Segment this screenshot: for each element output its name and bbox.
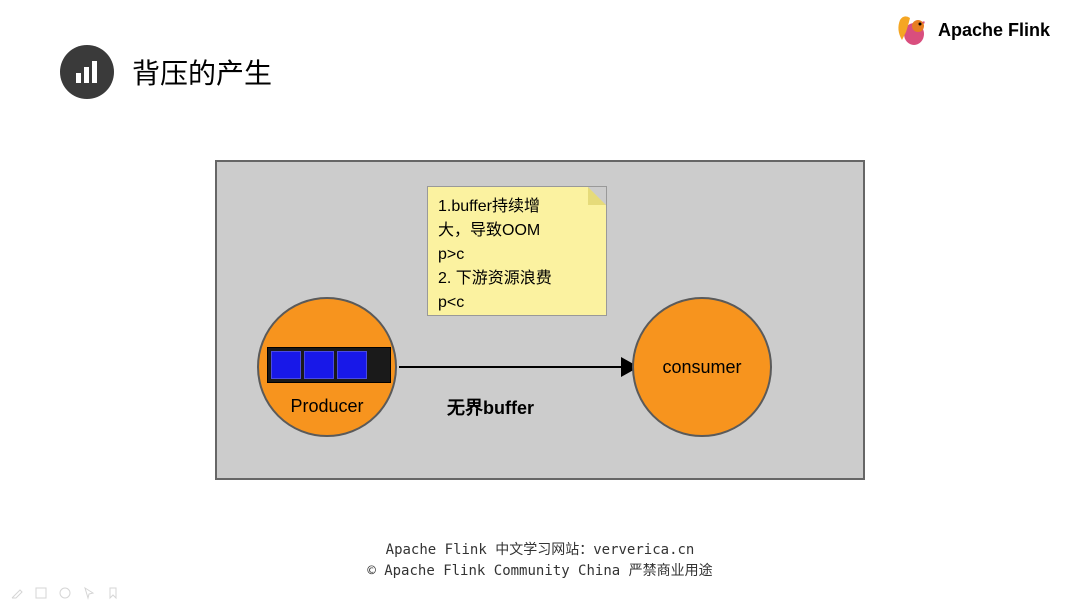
flink-squirrel-icon [894, 12, 930, 48]
note-line: 1.buffer持续增 [438, 195, 596, 219]
buffer-cell [304, 351, 334, 379]
note-sticky: 1.buffer持续增 大，导致OOM p>c 2. 下游资源浪费 p<c [427, 186, 607, 316]
note-fold-icon [588, 187, 606, 205]
footer: Apache Flink 中文学习网站：ververica.cn © Apach… [0, 540, 1080, 582]
bookmark-icon[interactable] [106, 586, 120, 600]
pen-icon[interactable] [10, 586, 24, 600]
note-line: 大，导致OOM [438, 219, 596, 243]
note-line: 2. 下游资源浪费 [438, 267, 596, 291]
square-icon[interactable] [34, 586, 48, 600]
page-title: 背压的产生 [132, 52, 272, 92]
pointer-icon[interactable] [82, 586, 96, 600]
consumer-label: consumer [662, 357, 741, 378]
producer-node: Producer [257, 297, 397, 437]
buffer-cell [271, 351, 301, 379]
buffer-queue [267, 347, 391, 383]
diagram-container: 1.buffer持续增 大，导致OOM p>c 2. 下游资源浪费 p<c Pr… [215, 160, 865, 480]
producer-label: Producer [290, 396, 363, 417]
consumer-node: consumer [632, 297, 772, 437]
note-line: p>c [438, 243, 596, 267]
flow-arrow-line [399, 366, 629, 368]
buffer-cell [337, 351, 367, 379]
bar-chart-icon [60, 45, 114, 99]
footer-line: Apache Flink 中文学习网站：ververica.cn [0, 540, 1080, 561]
note-line: p<c [438, 291, 596, 315]
logo-text: Apache Flink [938, 20, 1050, 41]
arrow-label: 无界buffer [447, 394, 534, 420]
logo-area: Apache Flink [894, 12, 1050, 48]
footer-line: © Apache Flink Community China 严禁商业用途 [0, 561, 1080, 582]
circle-icon[interactable] [58, 586, 72, 600]
title-row: 背压的产生 [60, 45, 272, 99]
toolbar [10, 586, 120, 600]
